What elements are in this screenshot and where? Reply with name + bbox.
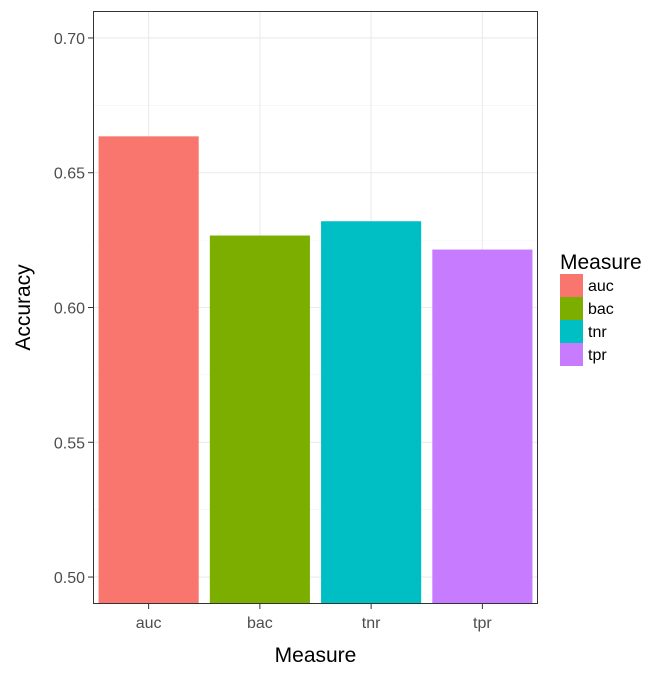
y-axis-title: Accuracy (12, 264, 35, 351)
y-tick-label: 0.50 (54, 570, 85, 587)
legend-label-tpr: tpr (588, 347, 607, 364)
x-tick-label: tnr (362, 615, 381, 632)
legend-key-tpr (560, 343, 583, 366)
legend-key-bac (560, 297, 583, 320)
panel-border (93, 11, 538, 604)
y-tick-label: 0.65 (54, 166, 85, 183)
bar-tpr (432, 249, 533, 604)
bar-bac (209, 235, 310, 604)
y-tick-label: 0.70 (54, 31, 85, 48)
x-tick-label: tpr (473, 615, 492, 632)
legend-label-tnr: tnr (588, 324, 607, 341)
bar-tnr (321, 221, 422, 604)
bars (98, 136, 533, 605)
legend-title: Measure (560, 251, 642, 274)
legend-key-tnr (560, 320, 583, 343)
x-tick-label: auc (136, 615, 162, 632)
x-axis-title: Measure (275, 644, 357, 667)
legend-key-auc (560, 274, 583, 297)
y-tick-label: 0.60 (54, 301, 85, 318)
x-tick-label: bac (247, 615, 273, 632)
bar-auc (98, 136, 199, 605)
legend: Measure auc bac tnr tpr (560, 251, 642, 366)
legend-label-auc: auc (588, 278, 614, 295)
legend-label-bac: bac (588, 301, 614, 318)
y-tick-label: 0.55 (54, 435, 85, 452)
axes: 0.50 0.55 0.60 0.65 0.70 auc bac tnr tpr (54, 31, 493, 632)
